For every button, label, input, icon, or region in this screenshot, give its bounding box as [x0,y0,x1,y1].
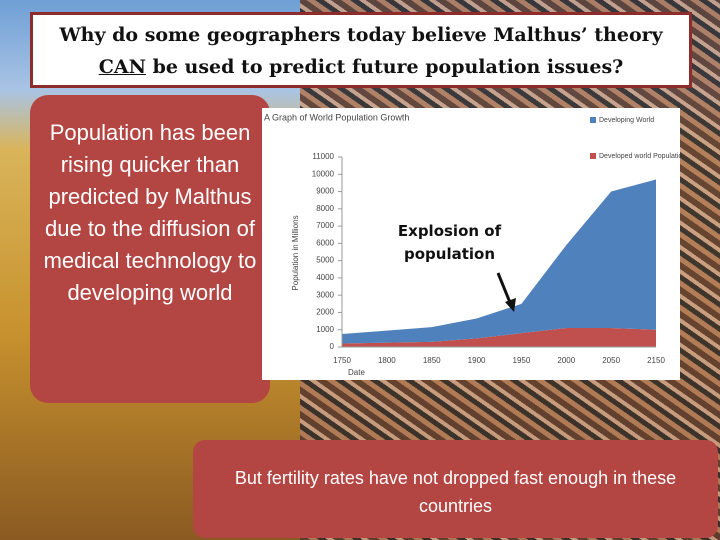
y-tick-label: 1000 [316,325,334,334]
area [342,328,656,347]
plot: 0 1000 2000 3000 4000 5000 6000 7000 8000 9000 100… [312,117,680,365]
arrow-head [505,298,516,312]
y-axis-label: Population in Millions [291,215,300,290]
x-tick-label: 1900 [468,356,486,365]
y-tick-label: 4000 [316,273,334,282]
title-box: Why do some geographers today believe Ma… [30,12,692,88]
x-tick-label: 1950 [513,356,531,365]
legend-label: Developed world Population [599,153,680,160]
x-tick-label: 2150 [647,356,665,365]
y-tick-label: 2000 [316,308,334,317]
chart-title: A Graph of World Population Growth [264,112,409,122]
y-tick-label: 0 [330,342,335,351]
title-text: be used to predict future population iss… [152,56,624,78]
title-text: Why do some geographers today believe Ma… [59,24,663,46]
title-emphasis: CAN [98,56,146,78]
y-tick-label: 5000 [316,256,334,265]
y-tick-label: 8000 [316,204,334,213]
legend-swatch [590,117,596,123]
annotation: Explosion of population [397,222,502,263]
legend-label: Developing World [599,117,654,124]
x-axis-label: Date [348,368,365,377]
x-tick-label: 1750 [333,356,351,365]
chart: A Graph of World Population Growth Popul… [262,108,680,380]
left-box: Population has been rising quicker than … [30,95,270,403]
x-tick-label: 2050 [602,356,620,365]
legend-swatch [590,153,596,159]
x-tick-label: 1850 [423,356,441,365]
arrow [496,272,513,306]
annotation-box: Explosion of population [397,222,502,263]
area [342,179,656,344]
y-tick-label: 9000 [316,187,334,196]
y-tick-label: 10000 [312,169,335,178]
y-tick-label: 6000 [316,238,334,247]
y-tick-label: 11000 [312,152,334,161]
bottom-box: But fertility rates have not dropped fas… [193,440,718,538]
y-tick-label: 3000 [316,290,334,299]
x-tick-label: 2000 [557,356,575,365]
x-tick-label: 1800 [378,356,396,365]
y-tick-label: 7000 [316,221,334,230]
